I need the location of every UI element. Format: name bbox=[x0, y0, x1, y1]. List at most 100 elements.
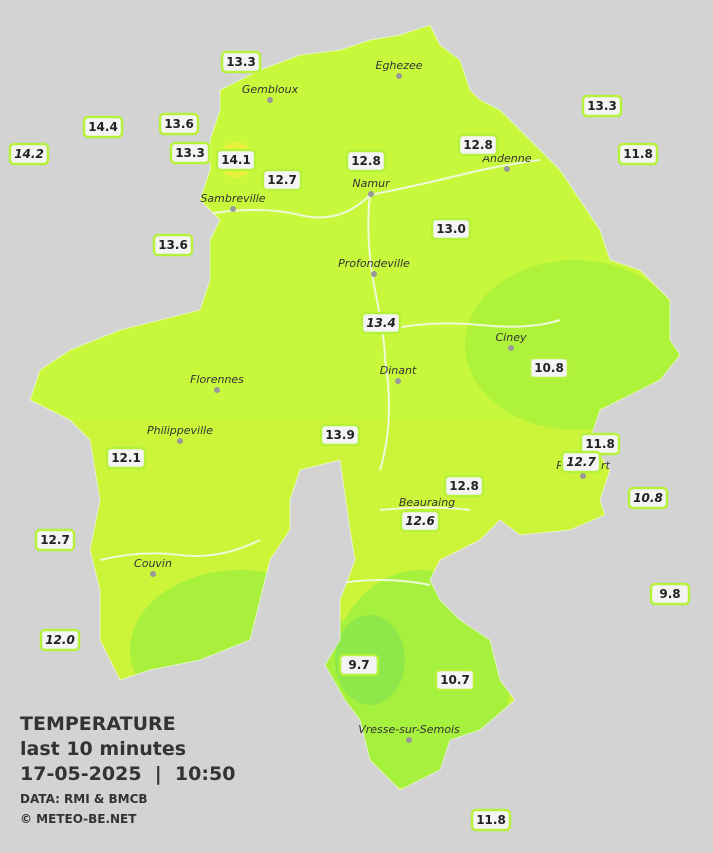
station-value: 9.8 bbox=[659, 587, 680, 601]
city-dot bbox=[371, 271, 377, 277]
station-box bbox=[261, 168, 303, 192]
station: 13.9 bbox=[319, 423, 361, 447]
station-box bbox=[443, 474, 485, 498]
station-box bbox=[617, 142, 659, 166]
city-name: Ciney bbox=[496, 331, 527, 344]
station-value: 13.3 bbox=[587, 99, 617, 113]
station-box bbox=[434, 668, 476, 692]
station-value: 11.8 bbox=[585, 437, 615, 451]
station-box bbox=[8, 142, 50, 166]
city-name: Sambreville bbox=[200, 192, 265, 205]
station-box bbox=[169, 141, 211, 165]
stations: 13.3 14.4 14.2 13.6 13.3 14.1 12.7 12.8 12.8 13.3… bbox=[8, 50, 691, 832]
station-box bbox=[399, 509, 441, 533]
station: 12.7 bbox=[560, 450, 602, 474]
city-dot bbox=[508, 345, 514, 351]
city-name: Dinant bbox=[380, 364, 417, 377]
station-value: 13.3 bbox=[175, 146, 205, 160]
city-dot bbox=[368, 191, 374, 197]
station-value: 13.4 bbox=[366, 316, 396, 330]
station: 10.8 bbox=[528, 356, 570, 380]
city-dot bbox=[396, 73, 402, 79]
station-box bbox=[158, 112, 200, 136]
station-value: 12.8 bbox=[463, 138, 493, 152]
station-box bbox=[627, 486, 669, 510]
title-line: TEMPERATURE bbox=[20, 713, 176, 735]
station-value: 12.1 bbox=[111, 451, 141, 465]
station: 13.6 bbox=[158, 112, 200, 136]
station-box bbox=[560, 450, 602, 474]
station: 12.0 bbox=[39, 628, 81, 652]
station-value: 12.7 bbox=[267, 173, 297, 187]
station: 12.6 bbox=[399, 509, 441, 533]
station: 14.4 bbox=[82, 115, 124, 139]
station-box bbox=[39, 628, 81, 652]
station-value: 12.7 bbox=[40, 533, 70, 547]
credit-line: DATA: RMI & BMCB bbox=[20, 792, 148, 806]
station-value: 11.8 bbox=[476, 813, 506, 827]
station-value: 12.8 bbox=[449, 479, 479, 493]
station-value: 13.0 bbox=[436, 222, 466, 236]
station: 9.7 bbox=[338, 653, 380, 677]
station-box bbox=[319, 423, 361, 447]
station-value: 9.7 bbox=[348, 658, 369, 672]
station-box bbox=[338, 653, 380, 677]
city-name: Beauraing bbox=[399, 496, 455, 509]
station: 11.8 bbox=[470, 808, 512, 832]
station-box bbox=[528, 356, 570, 380]
title-line: last 10 minutes bbox=[20, 738, 186, 760]
station: 12.1 bbox=[105, 446, 147, 470]
city-dot bbox=[150, 571, 156, 577]
station-value: 13.3 bbox=[226, 55, 256, 69]
station-box bbox=[82, 115, 124, 139]
station-box bbox=[34, 528, 76, 552]
station-value: 14.1 bbox=[221, 153, 251, 167]
station-value: 13.6 bbox=[164, 117, 194, 131]
station-box bbox=[649, 582, 691, 606]
station-box bbox=[457, 133, 499, 157]
station-value: 10.7 bbox=[440, 673, 470, 687]
station-box bbox=[470, 808, 512, 832]
cities: EghezeeGemblouxAndenneNamurSambrevillePr… bbox=[134, 59, 610, 743]
city-dot bbox=[267, 97, 273, 103]
city-dot bbox=[406, 737, 412, 743]
station: 9.8 bbox=[649, 582, 691, 606]
city-name: Philippeville bbox=[147, 424, 213, 437]
station: 11.8 bbox=[617, 142, 659, 166]
zone-couvin bbox=[130, 570, 350, 730]
station: 12.8 bbox=[457, 133, 499, 157]
station-value: 10.8 bbox=[633, 491, 663, 505]
credit-line: © METEO-BE.NET bbox=[20, 812, 137, 826]
station-box bbox=[215, 148, 257, 172]
city-name: Vresse-sur-Semois bbox=[358, 723, 460, 736]
station: 13.6 bbox=[152, 233, 194, 257]
city-name: Couvin bbox=[134, 557, 172, 570]
station: 12.8 bbox=[345, 149, 387, 173]
station: 10.8 bbox=[627, 486, 669, 510]
station: 14.1 bbox=[215, 148, 257, 172]
city-dot bbox=[504, 166, 510, 172]
city-dot bbox=[177, 438, 183, 444]
station: 12.7 bbox=[261, 168, 303, 192]
city-dot bbox=[230, 206, 236, 212]
station-value: 12.0 bbox=[45, 633, 75, 647]
station: 13.0 bbox=[430, 217, 472, 241]
station: 12.7 bbox=[34, 528, 76, 552]
station: 13.3 bbox=[581, 94, 623, 118]
station-value: 12.7 bbox=[566, 455, 596, 469]
station-box bbox=[105, 446, 147, 470]
station-value: 14.2 bbox=[14, 147, 44, 161]
station-box bbox=[360, 311, 402, 335]
station-box bbox=[345, 149, 387, 173]
station: 14.2 bbox=[8, 142, 50, 166]
city-name: Gembloux bbox=[242, 83, 299, 96]
station-value: 13.9 bbox=[325, 428, 355, 442]
station-value: 12.6 bbox=[405, 514, 435, 528]
station: 13.4 bbox=[360, 311, 402, 335]
station-box bbox=[430, 217, 472, 241]
station-value: 14.4 bbox=[88, 120, 118, 134]
station-value: 12.8 bbox=[351, 154, 381, 168]
station-value: 11.8 bbox=[623, 147, 653, 161]
station: 10.7 bbox=[434, 668, 476, 692]
